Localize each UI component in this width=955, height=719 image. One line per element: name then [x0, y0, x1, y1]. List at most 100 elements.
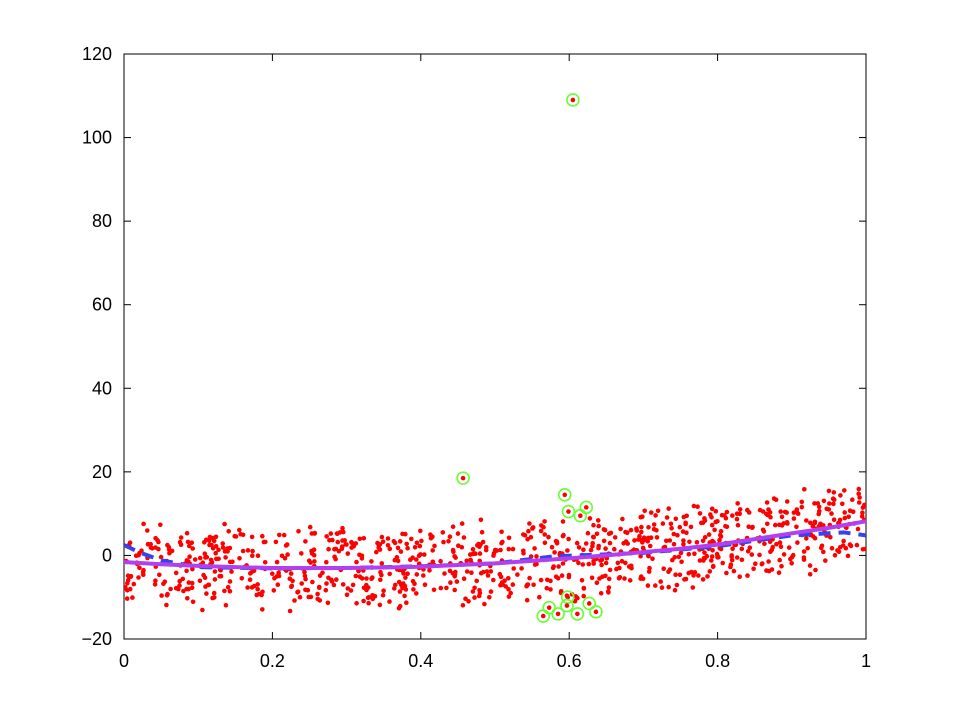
data-point — [398, 549, 404, 554]
data-point — [387, 546, 393, 552]
data-point — [794, 507, 800, 512]
outlier-point — [566, 509, 571, 514]
y-tick-label: −20 — [81, 629, 112, 649]
data-point — [684, 513, 689, 519]
data-point — [737, 507, 743, 512]
data-point — [687, 539, 692, 545]
data-point — [731, 568, 737, 574]
data-point — [261, 539, 267, 545]
data-point — [690, 585, 696, 590]
data-point — [287, 608, 293, 614]
data-point — [466, 599, 471, 604]
data-point — [422, 582, 428, 587]
data-point — [272, 576, 277, 581]
data-point — [581, 547, 586, 552]
data-point — [470, 547, 476, 552]
data-point — [491, 577, 496, 583]
data-point — [801, 557, 807, 562]
data-point — [479, 529, 485, 535]
data-point — [619, 558, 625, 564]
data-point — [210, 595, 215, 601]
data-point — [832, 553, 838, 558]
data-point — [210, 535, 215, 541]
data-point — [777, 540, 783, 545]
data-point — [478, 517, 484, 523]
data-point — [345, 551, 351, 556]
data-point — [807, 572, 813, 577]
data-point — [682, 577, 687, 582]
data-point — [359, 576, 365, 581]
data-point — [532, 546, 537, 551]
data-point — [157, 572, 162, 578]
data-point — [737, 574, 742, 579]
outlier-ring — [582, 596, 597, 611]
data-point — [379, 572, 384, 578]
data-point — [202, 551, 208, 556]
data-point — [530, 526, 535, 531]
data-point — [217, 573, 222, 579]
data-point — [544, 585, 550, 591]
data-point — [784, 510, 789, 515]
y-axis: −20 0 20 40 60 80 100 120 — [81, 44, 866, 649]
data-point — [311, 552, 317, 558]
data-point — [178, 535, 184, 540]
y-tick-label: 120 — [82, 44, 112, 64]
data-point — [325, 600, 331, 606]
data-point — [271, 588, 277, 593]
data-point — [603, 573, 608, 579]
data-point — [442, 571, 447, 576]
data-point — [141, 567, 146, 573]
data-point — [472, 585, 477, 591]
data-point — [398, 582, 404, 587]
data-point — [527, 575, 532, 581]
data-point — [598, 558, 603, 563]
data-point — [395, 545, 401, 551]
data-point — [184, 568, 189, 574]
data-point — [804, 518, 809, 523]
data-point — [848, 543, 854, 549]
data-point — [559, 573, 565, 578]
data-point — [807, 563, 813, 568]
data-point — [332, 554, 337, 560]
data-point — [816, 511, 821, 517]
data-point — [453, 569, 458, 575]
data-point — [309, 531, 315, 536]
x-axis: 0 0.2 0.4 0.6 0.8 1 — [119, 54, 871, 671]
data-point — [636, 537, 641, 542]
data-point — [168, 586, 173, 592]
data-point — [646, 569, 652, 574]
data-point — [799, 504, 805, 510]
data-point — [625, 530, 630, 535]
data-point — [511, 566, 516, 571]
data-point — [470, 589, 476, 594]
data-point — [718, 529, 724, 534]
data-point — [773, 522, 778, 528]
data-point — [622, 576, 627, 581]
data-point — [705, 574, 710, 579]
data-point — [664, 538, 669, 544]
data-point — [639, 529, 644, 535]
data-point — [856, 491, 861, 497]
data-point — [186, 586, 191, 592]
data-point — [456, 543, 461, 548]
data-point — [597, 576, 602, 581]
data-point — [639, 524, 644, 530]
data-point — [353, 573, 359, 579]
data-point — [350, 540, 355, 546]
data-point — [508, 590, 513, 596]
data-point — [302, 569, 307, 575]
data-point — [548, 578, 553, 584]
data-point — [589, 575, 595, 581]
data-point — [372, 594, 378, 599]
data-point — [821, 549, 826, 555]
outlier-point — [586, 601, 592, 606]
data-point — [688, 524, 694, 530]
data-point — [369, 559, 374, 564]
data-point — [625, 541, 630, 546]
data-point — [506, 586, 511, 592]
data-point — [702, 516, 707, 521]
data-point — [380, 539, 386, 544]
data-point — [202, 540, 207, 545]
data-point — [525, 582, 531, 587]
data-point — [209, 542, 214, 548]
